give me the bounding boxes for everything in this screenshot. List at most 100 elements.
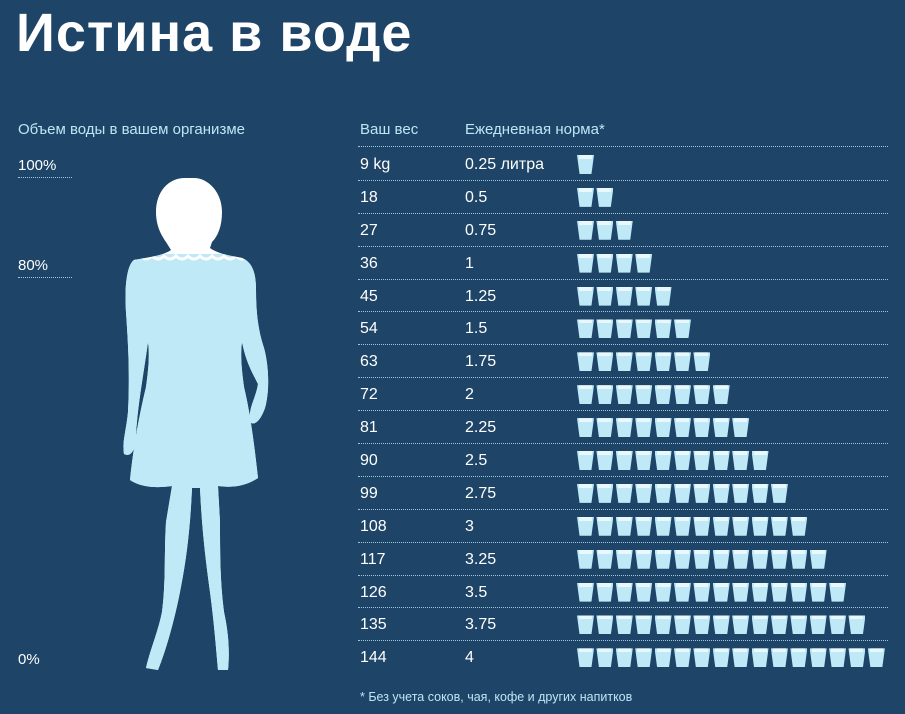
water-glass-icon [577,253,594,273]
norm-column-header: Ежедневная норма* [465,121,605,138]
water-glass-icon [615,352,633,372]
norm-cell: 4 [465,649,474,667]
water-glass-icon [577,220,594,240]
water-glass-icon [673,483,691,503]
table-row: 63 1.75 [358,345,888,379]
cups-bar [577,286,672,306]
water-glass-icon [615,253,633,273]
water-glass-icon [654,451,672,471]
cups-bar [577,516,808,536]
table-row: 90 2.5 [358,444,888,477]
water-glass-icon [635,319,653,339]
water-glass-icon [693,516,711,536]
water-glass-icon [577,319,594,339]
water-glass-icon [577,582,594,602]
water-glass-icon [673,352,691,372]
weight-cell: 36 [360,254,378,272]
water-glass-icon [673,549,691,569]
water-glass-icon [673,418,691,438]
water-glass-icon [809,582,827,602]
body-water-header: Объем воды в вашем организме [18,121,245,138]
water-norm-table: 9 kg 0.25 литра 18 0.5 27 0.75 36 1 45 1.25 54 1.5 6… [358,148,888,674]
water-glass-icon [615,220,633,240]
water-glass-icon [615,483,633,503]
table-row: 108 3 [358,510,888,543]
cups-bar [577,451,769,471]
water-glass-icon [577,451,594,471]
water-glass-icon [615,451,633,471]
water-glass-icon [577,483,594,503]
water-glass-icon [712,385,730,405]
weight-cell: 18 [360,188,378,206]
level-80-label: 80% [18,257,72,278]
water-glass-icon [693,352,711,372]
cups-bar [577,648,885,668]
cups-bar [577,187,614,207]
water-glass-icon [732,516,750,536]
level-100-label: 100% [18,157,72,178]
table-row: 81 2.25 [358,411,888,445]
table-row: 144 4 [358,641,888,674]
water-glass-icon [654,286,672,306]
table-row: 72 2 [358,378,888,412]
water-glass-icon [615,418,633,438]
water-glass-icon [732,483,750,503]
water-glass-icon [577,516,594,536]
cups-bar [577,483,788,503]
norm-cell: 0.5 [465,188,488,206]
water-glass-icon [673,516,691,536]
water-glass-icon [693,549,711,569]
water-glass-icon [654,319,672,339]
water-glass-icon [712,648,730,668]
norm-cell: 3 [465,517,474,535]
water-glass-icon [596,385,614,405]
water-glass-icon [809,648,827,668]
water-glass-icon [654,582,672,602]
water-glass-icon [615,582,633,602]
water-glass-icon [654,516,672,536]
water-glass-icon [635,451,653,471]
cups-bar [577,549,827,569]
water-glass-icon [867,648,885,668]
table-top-divider [358,146,888,147]
water-glass-icon [712,483,730,503]
water-glass-icon [732,549,750,569]
water-glass-icon [712,549,730,569]
weight-column-header: Ваш вес [360,121,419,138]
water-glass-icon [635,385,653,405]
cups-bar [577,319,691,339]
cups-bar [577,220,633,240]
table-row: 135 3.75 [358,608,888,642]
water-glass-icon [770,582,788,602]
table-row: 9 kg 0.25 литра [358,148,888,181]
water-glass-icon [577,286,594,306]
weight-cell: 108 [360,517,387,535]
water-glass-icon [615,516,633,536]
water-glass-icon [615,549,633,569]
norm-cell: 3.5 [465,583,488,601]
water-glass-icon [809,615,827,635]
water-glass-icon [577,385,594,405]
water-glass-icon [615,385,633,405]
water-glass-icon [577,187,594,207]
table-row: 36 1 [358,247,888,280]
water-glass-icon [615,286,633,306]
water-glass-icon [790,549,808,569]
water-glass-icon [654,483,672,503]
water-glass-icon [635,418,653,438]
weight-cell: 72 [360,386,378,404]
weight-cell: 144 [360,649,387,667]
water-glass-icon [635,253,653,273]
weight-cell: 81 [360,419,378,437]
norm-cell: 2.5 [465,452,488,470]
water-glass-icon [654,418,672,438]
water-glass-icon [751,615,769,635]
water-glass-icon [577,549,594,569]
water-glass-icon [654,385,672,405]
cups-bar [577,582,847,602]
level-0-label: 0% [18,651,40,668]
weight-cell: 126 [360,583,387,601]
water-glass-icon [654,352,672,372]
water-glass-icon [596,187,614,207]
norm-cell: 3.75 [465,616,497,634]
